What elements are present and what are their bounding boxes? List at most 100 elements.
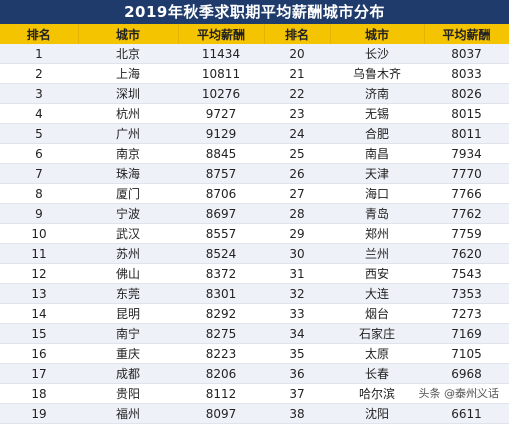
city-cell: 南宁 [78, 323, 178, 344]
city-cell: 广州 [78, 123, 178, 144]
salary-ranking-table: 排名 城市 平均薪酬 排名 城市 平均薪酬 1 北京 11434 20 长沙 8… [0, 24, 509, 424]
rank-cell: 32 [264, 283, 330, 304]
city-cell: 深圳 [78, 83, 178, 104]
city-cell: 昆明 [78, 303, 178, 324]
table-row: 4 杭州 9727 23 无锡 8015 [0, 103, 509, 124]
table-row: 2 上海 10811 21 乌鲁木齐 8033 [0, 63, 509, 84]
rank-cell: 10 [0, 223, 78, 244]
salary-cell: 7273 [424, 303, 509, 324]
city-cell: 天津 [330, 163, 424, 184]
salary-cell: 7620 [424, 243, 509, 264]
salary-cell: 11434 [178, 44, 264, 64]
table-row: 7 珠海 8757 26 天津 7770 [0, 163, 509, 184]
table-row: 14 昆明 8292 33 烟台 7273 [0, 303, 509, 324]
salary-cell: 7543 [424, 263, 509, 284]
city-cell: 海口 [330, 183, 424, 204]
rank-cell: 22 [264, 83, 330, 104]
rank-cell: 15 [0, 323, 78, 344]
table-row: 6 南京 8845 25 南昌 7934 [0, 143, 509, 164]
rank-cell: 27 [264, 183, 330, 204]
city-cell: 贵阳 [78, 383, 178, 404]
city-cell: 大连 [330, 283, 424, 304]
city-cell: 长春 [330, 363, 424, 384]
salary-cell: 7105 [424, 343, 509, 364]
rank-cell: 26 [264, 163, 330, 184]
salary-cell: 8112 [178, 383, 264, 404]
city-cell: 东莞 [78, 283, 178, 304]
header-salary-left: 平均薪酬 [178, 24, 265, 44]
city-cell: 合肥 [330, 123, 424, 144]
city-cell: 南昌 [330, 143, 424, 164]
table-title: 2019年秋季求职期平均薪酬城市分布 [0, 0, 509, 24]
city-cell: 珠海 [78, 163, 178, 184]
city-cell: 武汉 [78, 223, 178, 244]
salary-cell: 8292 [178, 303, 264, 324]
salary-cell: 8206 [178, 363, 264, 384]
rank-cell: 4 [0, 103, 78, 124]
city-cell: 乌鲁木齐 [330, 63, 424, 84]
rank-cell: 31 [264, 263, 330, 284]
rank-cell: 1 [0, 44, 78, 64]
table-row: 8 厦门 8706 27 海口 7766 [0, 183, 509, 204]
salary-cell: 8557 [178, 223, 264, 244]
city-cell: 无锡 [330, 103, 424, 124]
header-rank-right: 排名 [264, 24, 331, 44]
salary-cell: 8757 [178, 163, 264, 184]
table-row: 13 东莞 8301 32 大连 7353 [0, 283, 509, 304]
table-row: 16 重庆 8223 35 太原 7105 [0, 343, 509, 364]
rank-cell: 13 [0, 283, 78, 304]
rank-cell: 36 [264, 363, 330, 384]
salary-cell: 10811 [178, 63, 264, 84]
city-cell: 济南 [330, 83, 424, 104]
salary-cell: 9727 [178, 103, 264, 124]
table-row: 15 南宁 8275 34 石家庄 7169 [0, 323, 509, 344]
rank-cell: 20 [264, 44, 330, 64]
rank-cell: 34 [264, 323, 330, 344]
salary-cell: 6968 [424, 363, 509, 384]
rank-cell: 29 [264, 223, 330, 244]
rank-cell: 28 [264, 203, 330, 224]
header-row: 排名 城市 平均薪酬 排名 城市 平均薪酬 [0, 24, 509, 44]
rank-cell: 6 [0, 143, 78, 164]
salary-cell: 8026 [424, 83, 509, 104]
header-city-left: 城市 [78, 24, 179, 44]
rank-cell: 5 [0, 123, 78, 144]
rank-cell: 2 [0, 63, 78, 84]
city-cell: 宁波 [78, 203, 178, 224]
city-cell: 成都 [78, 363, 178, 384]
salary-cell: 8037 [424, 44, 509, 64]
salary-cell: 8372 [178, 263, 264, 284]
salary-cell: 7759 [424, 223, 509, 244]
city-cell: 哈尔滨 [330, 383, 424, 404]
header-city-right: 城市 [330, 24, 425, 44]
salary-cell: 7934 [424, 143, 509, 164]
rank-cell: 8 [0, 183, 78, 204]
city-cell: 北京 [78, 44, 178, 64]
rank-cell: 25 [264, 143, 330, 164]
table-row: 1 北京 11434 20 长沙 8037 [0, 44, 509, 64]
salary-cell: 7762 [424, 203, 509, 224]
rank-cell: 33 [264, 303, 330, 324]
header-salary-right: 平均薪酬 [424, 24, 509, 44]
rank-cell: 14 [0, 303, 78, 324]
salary-cell: 8697 [178, 203, 264, 224]
rank-cell: 30 [264, 243, 330, 264]
salary-cell: 8845 [178, 143, 264, 164]
salary-cell: 8011 [424, 123, 509, 144]
salary-cell: 8015 [424, 103, 509, 124]
salary-cell: 10276 [178, 83, 264, 104]
rank-cell: 9 [0, 203, 78, 224]
table-row: 9 宁波 8697 28 青岛 7762 [0, 203, 509, 224]
table-row: 10 武汉 8557 29 郑州 7759 [0, 223, 509, 244]
city-cell: 杭州 [78, 103, 178, 124]
rank-cell: 24 [264, 123, 330, 144]
rank-cell: 37 [264, 383, 330, 404]
city-cell: 烟台 [330, 303, 424, 324]
salary-cell: 8706 [178, 183, 264, 204]
table-row: 5 广州 9129 24 合肥 8011 [0, 123, 509, 144]
rank-cell: 11 [0, 243, 78, 264]
salary-cell: 7169 [424, 323, 509, 344]
table-row: 3 深圳 10276 22 济南 8026 [0, 83, 509, 104]
city-cell: 上海 [78, 63, 178, 84]
rank-cell: 16 [0, 343, 78, 364]
